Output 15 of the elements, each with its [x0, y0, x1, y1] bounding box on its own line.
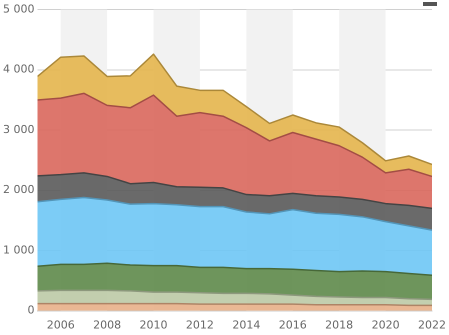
x-tick-label: 2006 [46, 318, 75, 332]
y-tick-label: 2 000 [2, 183, 34, 196]
x-tick-label: 2020 [372, 318, 400, 332]
y-tick-label: 5 000 [2, 2, 34, 16]
x-tick-label: 2008 [93, 318, 122, 332]
x-tick-label: 2012 [186, 318, 214, 332]
x-tick-label: 2014 [232, 318, 260, 332]
y-tick-label: 3 000 [2, 122, 34, 136]
x-tick-label: 2010 [140, 318, 168, 332]
x-tick-label: 2022 [418, 318, 446, 332]
x-tick-label: 2016 [278, 318, 307, 332]
x-tick-label: 2018 [325, 318, 354, 332]
y-tick-label: 1 000 [2, 243, 34, 256]
y-tick-label: 0 [27, 304, 34, 317]
y-tick-label: 4 000 [2, 62, 34, 76]
